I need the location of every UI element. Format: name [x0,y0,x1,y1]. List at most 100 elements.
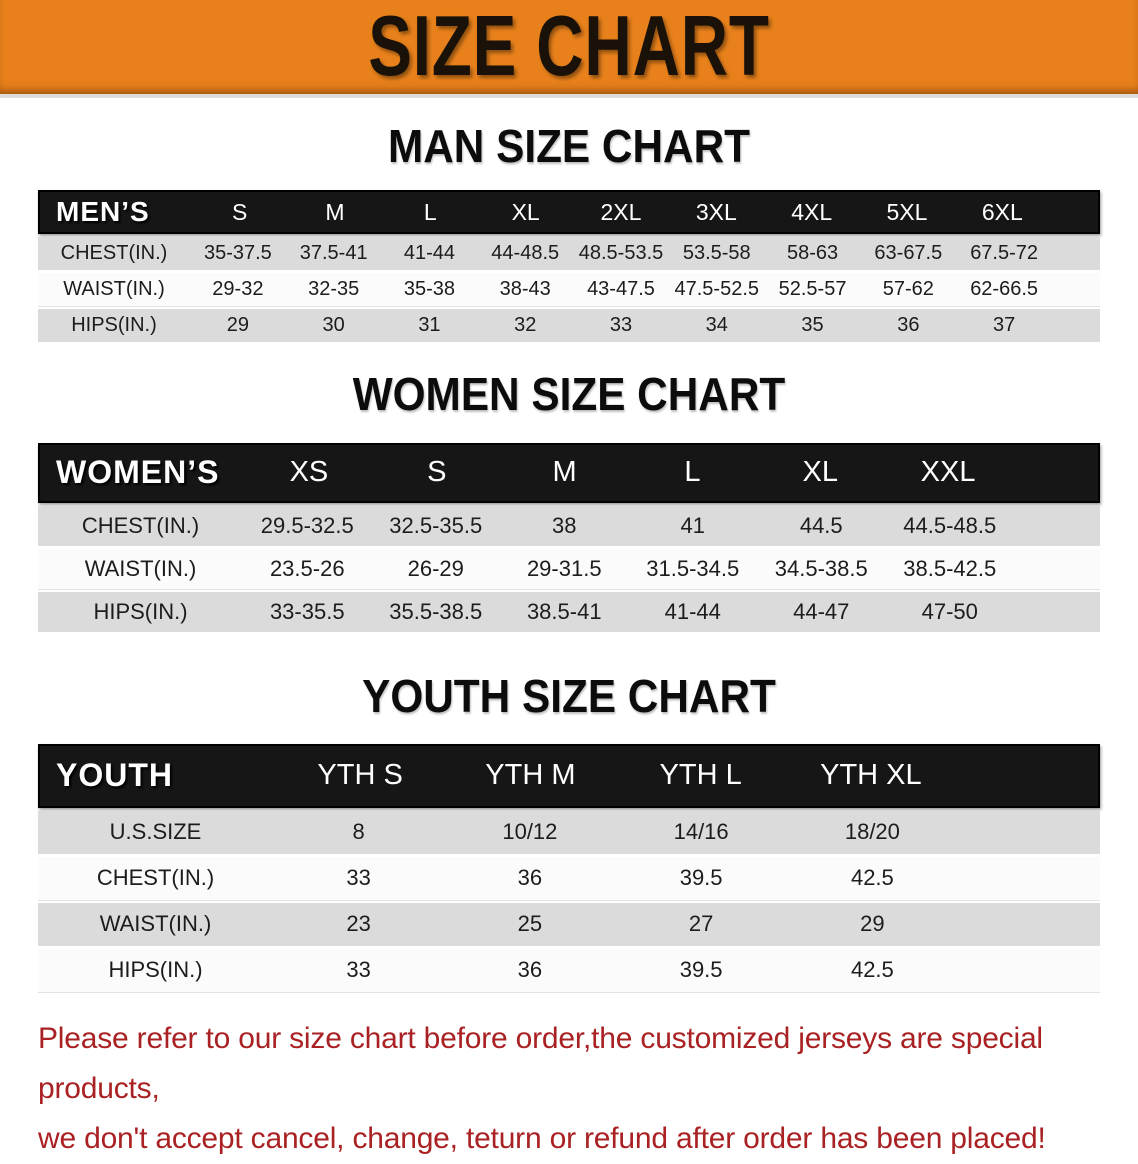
table-row-women-0: CHEST(IN.) 29.5-32.5 32.5-35.5 38 41 44.5 44.5… [38,505,1100,546]
section-heading-men: MAN SIZE CHART [387,120,751,172]
cell-value: 48.5-53.5 [578,242,664,265]
cell-value: 32.5-35.5 [389,512,483,538]
cell-value: 52.5-57 [778,278,847,301]
column-header-men-4xl: 4XL [791,198,833,225]
size-table-women: WOMEN’S XS S M L XL XXL CHEST(IN.) 29.5-32.5 32.5… [38,442,1100,632]
cell-value: 41-44 [664,598,721,624]
column-header-women-xl: XL [802,456,838,489]
column-header-women-s: S [427,456,447,489]
cell-value: 44.5 [799,512,843,538]
cell-value: 44-48.5 [491,242,560,265]
cell-value: 38.5-42.5 [903,555,997,581]
column-header-youth-yth-l: YTH L [659,759,742,792]
group-label-youth: YOUTH [56,757,173,794]
cell-value: 62-66.5 [970,278,1039,301]
size-table-youth: YOUTH YTH S YTH M YTH L YTH XL U.S.SIZE 8 10/12… [38,743,1100,992]
column-header-men-l: L [423,198,437,225]
cell-value: 31 [418,314,441,337]
cell-value: 33 [346,865,371,891]
group-label-women: WOMEN’S [56,454,220,491]
cell-value: 31.5-34.5 [646,555,740,581]
cell-value: 25 [517,911,543,937]
cell-value: 34 [705,314,728,337]
banner: SIZE CHART [0,0,1138,98]
cell-value: 38-43 [499,278,551,301]
row-label: HIPS(IN.) [71,314,157,337]
column-header-men-5xl: 5XL [886,198,928,225]
section-heading-women: WOMEN SIZE CHART [352,368,786,421]
cell-value: 38 [552,512,577,538]
column-header-women-xxl: XXL [920,456,976,489]
cell-value: 53.5-58 [682,242,751,265]
cell-value: 10/12 [502,819,558,845]
cell-value: 27 [688,911,714,937]
column-header-men-6xl: 6XL [981,198,1023,225]
row-label: U.S.SIZE [109,819,202,845]
cell-value: 57-62 [882,278,934,301]
section-heading-youth: YOUTH SIZE CHART [362,669,776,722]
column-header-women-m: M [552,456,577,489]
table-rows-men: CHEST(IN.) 35-37.5 37.5-41 41-44 44-48.5 48.5… [38,237,1100,343]
table-row-women-2: HIPS(IN.) 33-35.5 35.5-38.5 38.5-41 41-44 44-… [38,591,1100,632]
cell-value: 32-35 [308,278,360,301]
cell-value: 35.5-38.5 [389,598,483,624]
cell-value: 39.5 [679,957,723,983]
cell-value: 67.5-72 [970,242,1039,265]
cell-value: 29-32 [212,278,264,301]
cell-value: 44.5-48.5 [903,512,997,538]
table-row-men-2: HIPS(IN.) 29 30 31 32 33 34 35 36 37 [38,309,1100,343]
disclaimer-line-1: Please refer to our size chart before or… [38,1021,1043,1105]
column-header-women-l: L [684,456,701,489]
size-charts: MAN SIZE CHART MEN’S S M L XL 2XL 3XL 4XL 5XL 6XL C… [0,122,1138,992]
cell-value: 38.5-41 [526,598,602,624]
column-header-youth-yth-s: YTH S [317,759,403,792]
cell-value: 32 [514,314,537,337]
cell-value: 35-38 [403,278,456,301]
cell-value: 33 [609,314,633,337]
cell-value: 18/20 [844,819,900,845]
table-rows-youth: U.S.SIZE 8 10/12 14/16 18/20 CHEST(IN.) 33 36 39… [38,810,1100,992]
cell-value: 35-37.5 [203,242,272,265]
table-header-bar-women: WOMEN’S XS S M L XL XXL [38,442,1100,503]
row-label: WAIST(IN.) [63,278,165,301]
size-chart-section-women: WOMEN SIZE CHART WOMEN’S XS S M L XL XXL CHEST(I… [0,368,1138,632]
cell-value: 30 [322,314,345,337]
cell-value: 41-44 [403,242,456,265]
column-header-youth-yth-m: YTH M [485,759,576,792]
cell-value: 42.5 [850,957,894,983]
row-label: WAIST(IN.) [99,911,212,937]
cell-value: 23.5-26 [269,555,345,581]
cell-value: 8 [352,819,365,845]
row-label: HIPS(IN.) [93,598,188,624]
table-row-youth-3: HIPS(IN.) 33 36 39.5 42.5 [38,948,1100,992]
cell-value: 43-47.5 [587,278,655,301]
column-header-men-m: M [325,198,345,225]
cell-value: 36 [517,957,543,983]
cell-value: 47-50 [921,598,978,624]
cell-value: 37 [992,314,1016,337]
disclaimer: Please refer to our size chart before or… [38,1014,1100,1164]
cell-value: 41 [680,512,705,538]
table-rows-women: CHEST(IN.) 29.5-32.5 32.5-35.5 38 41 44.5 44.5… [38,505,1100,632]
cell-value: 26-29 [407,555,464,581]
row-label: HIPS(IN.) [108,957,203,983]
row-label: CHEST(IN.) [81,512,200,538]
disclaimer-line-2: we don't accept cancel, change, teturn o… [38,1121,1046,1155]
cell-value: 29-31.5 [526,555,602,581]
group-label-men: MEN’S [56,196,150,228]
cell-value: 14/16 [673,819,729,845]
cell-value: 47.5-52.5 [674,278,760,301]
size-chart-section-men: MAN SIZE CHART MEN’S S M L XL 2XL 3XL 4XL 5XL 6XL C… [0,120,1138,343]
banner-title: SIZE CHART [368,0,770,94]
cell-value: 37.5-41 [299,242,368,265]
cell-value: 63-67.5 [874,242,943,265]
column-header-men-xl: XL [511,198,540,225]
cell-value: 44-47 [793,598,850,624]
cell-value: 36 [517,865,543,891]
cell-value: 23 [346,911,371,937]
cell-value: 58-63 [786,242,839,265]
cell-value: 34.5-38.5 [774,555,868,581]
table-row-youth-1: CHEST(IN.) 33 36 39.5 42.5 [38,856,1100,900]
table-row-youth-2: WAIST(IN.) 23 25 27 29 [38,902,1100,946]
table-header-bar-youth: YOUTH YTH S YTH M YTH L YTH XL [38,743,1100,808]
